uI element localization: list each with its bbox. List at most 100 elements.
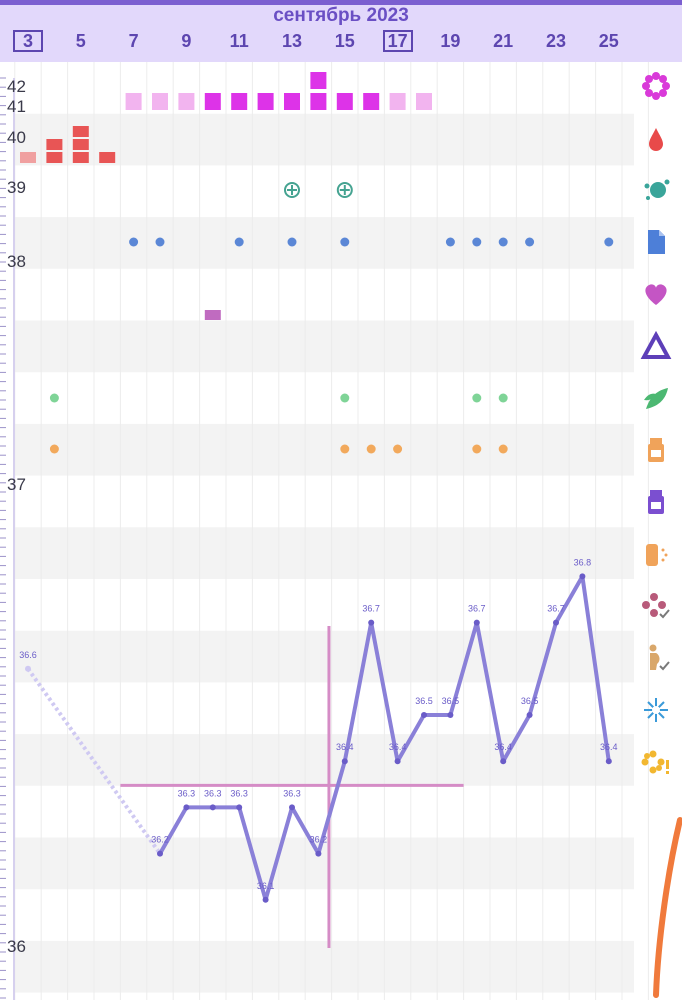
- pregnant-check-icon[interactable]: [640, 642, 672, 674]
- grid-band: [14, 423, 634, 476]
- grid-band: [14, 630, 634, 683]
- y-tick-label: 37: [7, 475, 26, 494]
- y-tick-label: 36: [7, 937, 26, 956]
- day-label[interactable]: 21: [493, 31, 514, 51]
- grid-band: [14, 734, 634, 786]
- temperature-point: [236, 804, 243, 811]
- document-icon[interactable]: [640, 226, 672, 258]
- temperature-point: [579, 573, 586, 580]
- day-label[interactable]: 7: [128, 31, 139, 51]
- temperature-point: [183, 804, 190, 811]
- blue-dot: [498, 237, 508, 247]
- temperature-dotted-line: [26, 667, 162, 855]
- fertility-square: [310, 93, 327, 110]
- blue-dot: [525, 237, 535, 247]
- y-tick-label: 40: [7, 128, 26, 147]
- spray-icon[interactable]: [640, 538, 672, 570]
- temperature-value-label: 36.5: [521, 696, 539, 706]
- orange-dot: [366, 444, 376, 454]
- sparkle-icon[interactable]: [640, 694, 672, 726]
- day-label[interactable]: 11: [229, 31, 249, 51]
- fertility-square: [363, 93, 380, 110]
- bleeding-square: [20, 152, 36, 163]
- fertility-square: [204, 93, 221, 110]
- fertility-square: [125, 93, 142, 110]
- fertility-square: [284, 93, 300, 110]
- fertility-square: [336, 93, 353, 110]
- mucus-mark: [204, 310, 221, 320]
- medicine-bottle-icon[interactable]: [640, 486, 672, 518]
- fertility-square: [416, 93, 432, 110]
- blue-dot: [155, 237, 165, 247]
- temperature-value-label: 36.8: [574, 557, 592, 567]
- day-label[interactable]: 5: [75, 31, 86, 51]
- blue-dot: [604, 237, 614, 247]
- temperature-value-label: 36.3: [178, 788, 196, 798]
- temperature-point: [526, 712, 533, 718]
- day-label[interactable]: 23: [545, 31, 567, 51]
- orange-dot: [498, 444, 508, 454]
- blue-dot: [445, 237, 455, 247]
- month-title[interactable]: сентябрь 2023: [273, 5, 409, 26]
- positive-test-marker: [284, 182, 300, 198]
- fertility-square: [231, 93, 248, 110]
- green-dot: [340, 393, 350, 403]
- grid-band: [14, 320, 634, 373]
- heart-icon[interactable]: [640, 278, 672, 310]
- day-label[interactable]: 13: [281, 31, 303, 51]
- blue-dot: [234, 237, 244, 247]
- green-dot: [49, 393, 59, 403]
- bleeding-square: [72, 126, 89, 137]
- temperature-point: [394, 758, 401, 765]
- temperature-point: [262, 896, 269, 903]
- temperature-value-label: 36.2: [151, 835, 169, 845]
- y-tick-label: 42: [7, 77, 26, 96]
- splash-icon[interactable]: [640, 174, 672, 206]
- temperature-value-label: 36.3: [204, 788, 222, 798]
- day-label[interactable]: 17: [382, 30, 413, 52]
- orange-dot: [49, 444, 59, 454]
- temperature-point: [605, 758, 612, 765]
- orange-dot: [340, 444, 350, 454]
- grid-bands: [14, 62, 649, 1000]
- flower-check-icon[interactable]: [640, 590, 672, 622]
- temperature-value-label: 36.4: [600, 742, 618, 752]
- blue-dot: [472, 237, 482, 247]
- grid-band: [14, 940, 634, 993]
- bleeding-square: [46, 139, 63, 150]
- day-label[interactable]: 19: [440, 31, 461, 51]
- day-label[interactable]: 3: [13, 30, 43, 52]
- calendar-header: [0, 5, 682, 62]
- sun-alert-icon[interactable]: [640, 746, 672, 778]
- orange-dot: [472, 444, 482, 454]
- pill-bottle-icon[interactable]: [640, 434, 672, 466]
- day-label[interactable]: 25: [598, 31, 619, 51]
- fertility-marks: [125, 72, 432, 110]
- blue-dot: [287, 237, 297, 247]
- blood-drop-icon[interactable]: [640, 122, 672, 154]
- temperature-value-label: 36.5: [442, 696, 460, 706]
- temperature-line: [158, 574, 611, 902]
- bleeding-square: [99, 152, 116, 163]
- temperature-point: [209, 804, 216, 811]
- test-circle: [284, 182, 300, 198]
- temperature-point: [447, 712, 454, 718]
- grid-band: [14, 113, 634, 166]
- bleeding-square: [46, 152, 63, 163]
- temperature-value-label: 36.3: [283, 788, 301, 798]
- orange-dot: [393, 444, 403, 454]
- positive-test-marker: [336, 182, 353, 198]
- day-label[interactable]: 15: [334, 31, 355, 51]
- temperature-value-label: 36.4: [494, 742, 512, 752]
- temperature-value-label: 36.4: [336, 742, 354, 752]
- triangle-icon[interactable]: [640, 330, 672, 362]
- day-label[interactable]: 9: [181, 31, 192, 51]
- temperature-point: [473, 619, 480, 626]
- test-circle: [336, 182, 353, 198]
- temperature-value-label: 36.7: [362, 604, 380, 614]
- temperature-value-label: 36.4: [389, 742, 407, 752]
- flower-icon[interactable]: [640, 70, 672, 102]
- y-tick-label: 38: [7, 252, 26, 271]
- leaf-icon[interactable]: [640, 382, 672, 414]
